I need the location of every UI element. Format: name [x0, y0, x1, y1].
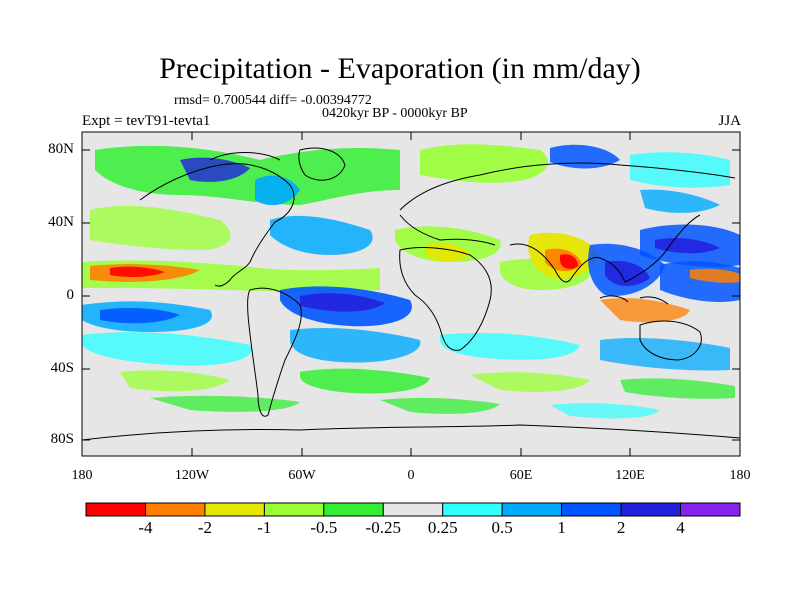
- colorbar-swatch: [323, 502, 384, 517]
- colorbar: [85, 502, 741, 517]
- coastlines: [82, 147, 740, 441]
- colorbar-swatch: [204, 502, 265, 517]
- x-tick-label: 180: [729, 468, 751, 483]
- colorbar-swatch: [442, 502, 503, 517]
- colorbar-swatch: [501, 502, 563, 517]
- period-subtitle: 0420kyr BP - 0000kyr BP: [322, 106, 468, 121]
- colorbar-swatch: [680, 502, 741, 517]
- colorbar-swatch: [85, 502, 146, 517]
- colorbar-swatch: [263, 502, 325, 517]
- y-tick-marks: [82, 149, 740, 441]
- colorbar-label: 0.5: [491, 518, 513, 537]
- x-tick-label: 180: [71, 468, 93, 483]
- colorbar-label: 0.25: [427, 518, 458, 537]
- x-tick-label: 0: [407, 468, 415, 483]
- colorbar-label: 2: [616, 518, 626, 537]
- x-tick-label: 120W: [174, 468, 210, 483]
- colorbar-label: 4: [676, 518, 685, 537]
- stats-subtitle: rmsd= 0.700544 diff= -0.00394772: [174, 93, 372, 108]
- colorbar-label: -1: [257, 518, 272, 537]
- map-title: Precipitation - Evaporation (in mm/day): [159, 52, 641, 85]
- colorbar-swatch: [145, 502, 206, 517]
- colorbar-swatch: [382, 502, 444, 517]
- y-tick-label: 40N: [48, 214, 74, 230]
- y-tick-label: 0: [66, 287, 75, 303]
- colorbar-swatch: [620, 502, 682, 517]
- colorbar-label: -0.25: [365, 518, 401, 537]
- y-tick-label: 40S: [50, 360, 74, 376]
- colorbar-label: -0.5: [310, 518, 338, 537]
- colorbar-label: -2: [197, 518, 212, 537]
- colorbar-label: 1: [557, 518, 566, 537]
- x-tick-marks: [81, 132, 741, 456]
- x-tick-label: 60E: [509, 468, 533, 483]
- x-tick-label: 120E: [615, 468, 645, 483]
- x-tick-label: 60W: [288, 468, 316, 483]
- experiment-label: Expt = tevT91-tevta1: [82, 113, 211, 129]
- y-tick-label: 80N: [48, 141, 74, 157]
- precip-field: [82, 144, 740, 419]
- y-tick-label: 80S: [50, 431, 74, 447]
- colorbar-swatch: [561, 502, 622, 517]
- colorbar-label: -4: [138, 518, 153, 537]
- season-label: JJA: [718, 113, 741, 129]
